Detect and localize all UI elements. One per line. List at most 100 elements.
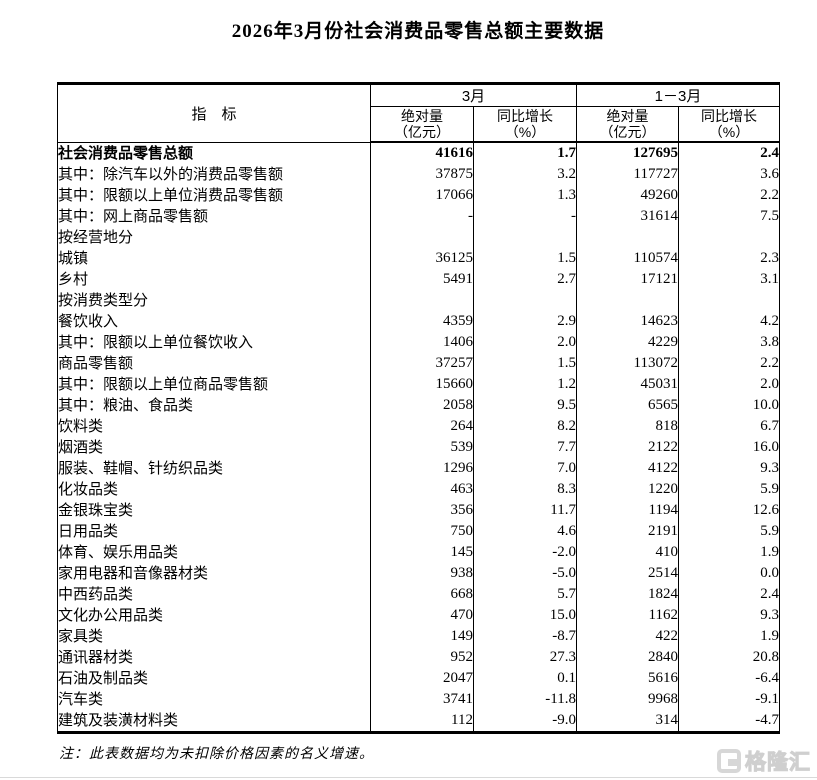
table-row: 化妆品类 463 8.3 1220 5.9 (57, 479, 780, 500)
row-value: 1.3 (473, 185, 577, 206)
table-body: 社会消费品零售总额 41616 1.7 127695 2.4 其中：除汽车以外的消费品零售… (57, 142, 780, 733)
month-group-header: 3月 (370, 83, 577, 107)
row-value: 3.1 (678, 269, 780, 290)
row-value: 6.7 (678, 416, 780, 437)
row-value: -5.0 (473, 563, 577, 584)
row-value: 1406 (370, 332, 474, 353)
table-row: 服装、鞋帽、针纺织品类 1296 7.0 4122 9.3 (57, 458, 780, 479)
row-value: -4.7 (678, 710, 780, 733)
row-value: 4359 (370, 311, 474, 332)
table-row: 其中：限额以上单位商品零售额 15660 1.2 45031 2.0 (57, 374, 780, 395)
row-value: 2047 (370, 668, 474, 689)
row-value: 3.8 (678, 332, 780, 353)
row-value (576, 227, 679, 248)
row-value: 112 (370, 710, 474, 733)
table-row: 其中：限额以上单位餐饮收入 1406 2.0 4229 3.8 (57, 332, 780, 353)
table-row: 家用电器和音像器材类 938 -5.0 2514 0.0 (57, 563, 780, 584)
row-value: 356 (370, 500, 474, 521)
row-value: 1.5 (473, 248, 577, 269)
row-value: 113072 (576, 353, 679, 374)
row-label: 家用电器和音像器材类 (57, 563, 371, 584)
row-label: 社会消费品零售总额 (57, 142, 371, 164)
row-value: -8.7 (473, 626, 577, 647)
row-value: 127695 (576, 142, 679, 164)
row-value: 31614 (576, 206, 679, 227)
table-row: 体育、娱乐用品类 145 -2.0 410 1.9 (57, 542, 780, 563)
month-absolute-header: 绝对量 （亿元） (370, 106, 474, 143)
row-value: 3.6 (678, 164, 780, 185)
table-row: 文化办公用品类 470 15.0 1162 9.3 (57, 605, 780, 626)
row-value: 314 (576, 710, 679, 733)
row-value: 45031 (576, 374, 679, 395)
row-label: 通讯器材类 (57, 647, 371, 668)
row-value: 2.2 (678, 185, 780, 206)
row-value: 9.3 (678, 458, 780, 479)
bottom-divider (0, 777, 817, 778)
row-value (370, 290, 474, 311)
row-value (473, 290, 577, 311)
row-value: 2.2 (678, 353, 780, 374)
row-value: 20.8 (678, 647, 780, 668)
row-label: 其中：除汽车以外的消费品零售额 (57, 164, 371, 185)
month-absolute-line1: 绝对量 (401, 108, 443, 124)
table-row: 其中：限额以上单位消费品零售额 17066 1.3 49260 2.2 (57, 185, 780, 206)
row-value: 463 (370, 479, 474, 500)
row-value: 2122 (576, 437, 679, 458)
row-value: 1.5 (473, 353, 577, 374)
row-value: 1.2 (473, 374, 577, 395)
row-value: 818 (576, 416, 679, 437)
row-value: - (370, 206, 474, 227)
row-label: 其中：限额以上单位商品零售额 (57, 374, 371, 395)
row-label: 按经营地分 (57, 227, 371, 248)
row-value: 1.9 (678, 626, 780, 647)
row-value: 5.7 (473, 584, 577, 605)
table-row: 金银珠宝类 356 11.7 1194 12.6 (57, 500, 780, 521)
row-value: 9968 (576, 689, 679, 710)
table-row: 石油及制品类 2047 0.1 5616 -6.4 (57, 668, 780, 689)
row-value: 2058 (370, 395, 474, 416)
row-value: 41616 (370, 142, 474, 164)
row-value: 7.7 (473, 437, 577, 458)
row-value: 1.9 (678, 542, 780, 563)
month-growth-header: 同比增长 （%） (473, 106, 577, 143)
row-value: 539 (370, 437, 474, 458)
row-value: -11.8 (473, 689, 577, 710)
row-value (370, 227, 474, 248)
table-row: 饮料类 264 8.2 818 6.7 (57, 416, 780, 437)
gelonghui-g-icon (717, 749, 741, 773)
row-label: 饮料类 (57, 416, 371, 437)
row-label: 其中：粮油、食品类 (57, 395, 371, 416)
row-value: 1194 (576, 500, 679, 521)
row-value: 37875 (370, 164, 474, 185)
cumulative-absolute-line1: 绝对量 (606, 108, 649, 124)
row-label: 城镇 (57, 248, 371, 269)
row-value: 0.0 (678, 563, 780, 584)
watermark-text: 格隆汇 (745, 751, 811, 775)
table-row: 烟酒类 539 7.7 2122 16.0 (57, 437, 780, 458)
table-row: 汽车类 3741 -11.8 9968 -9.1 (57, 689, 780, 710)
table-row: 中西药品类 668 5.7 1824 2.4 (57, 584, 780, 605)
row-value: 12.6 (678, 500, 780, 521)
table-row: 商品零售额 37257 1.5 113072 2.2 (57, 353, 780, 374)
month-absolute-line2: （亿元） (394, 124, 450, 140)
row-value: 17121 (576, 269, 679, 290)
row-label: 家具类 (57, 626, 371, 647)
row-value: 15.0 (473, 605, 577, 626)
row-value: 10.0 (678, 395, 780, 416)
row-value: 3.2 (473, 164, 577, 185)
row-label: 按消费类型分 (57, 290, 371, 311)
row-label: 金银珠宝类 (57, 500, 371, 521)
row-label: 服装、鞋帽、针纺织品类 (57, 458, 371, 479)
row-value: 952 (370, 647, 474, 668)
row-value: 5.9 (678, 479, 780, 500)
table-row: 其中：除汽车以外的消费品零售额 37875 3.2 117727 3.6 (57, 164, 780, 185)
row-value (678, 290, 780, 311)
row-value (473, 227, 577, 248)
row-label: 汽车类 (57, 689, 371, 710)
row-value: 2.0 (473, 332, 577, 353)
table-row: 日用品类 750 4.6 2191 5.9 (57, 521, 780, 542)
row-value: 15660 (370, 374, 474, 395)
row-value: 4.6 (473, 521, 577, 542)
row-value: 1220 (576, 479, 679, 500)
cumulative-growth-line2: （%） (708, 124, 750, 140)
